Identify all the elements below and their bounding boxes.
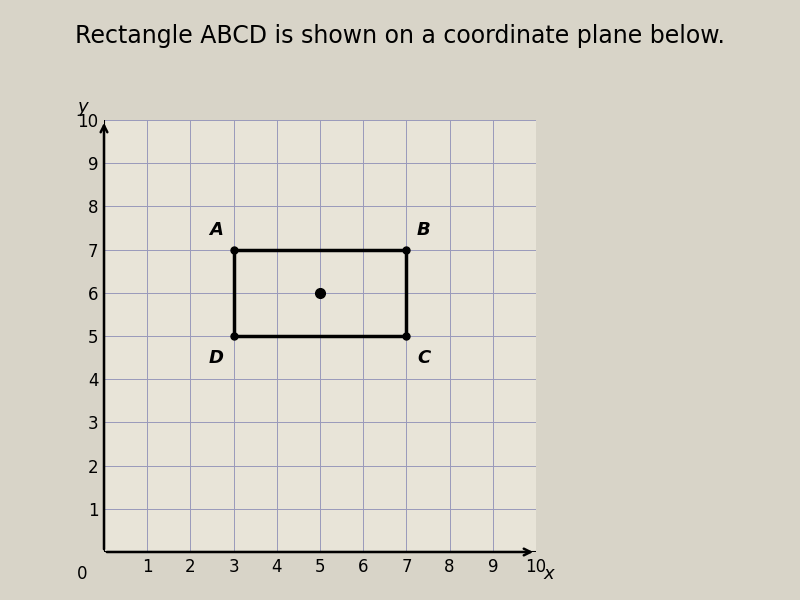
Text: Rectangle ABCD is shown on a coordinate plane below.: Rectangle ABCD is shown on a coordinate … [75,24,725,48]
Bar [234,250,406,336]
Text: x: x [544,565,554,583]
Text: B: B [417,221,430,239]
Text: C: C [417,349,430,367]
Text: D: D [209,349,224,367]
Text: y: y [77,98,88,116]
Text: 0: 0 [77,565,88,583]
Text: A: A [210,221,223,239]
